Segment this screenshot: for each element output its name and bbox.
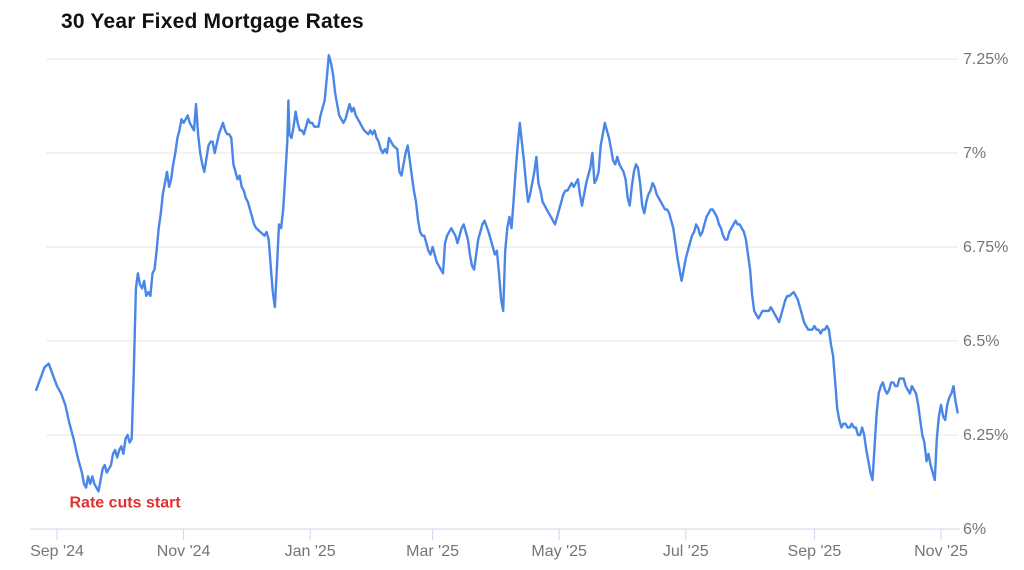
y-axis-tick-label: 6% <box>963 521 986 538</box>
y-axis-labels: 6% 6.25% 6.5% 6.75% 7% 7.25% <box>963 51 1008 538</box>
y-axis-tick-label: 7% <box>963 145 986 162</box>
x-axis-tick-label: Sep '24 <box>30 543 84 560</box>
x-axis-tick-label: Nov '25 <box>914 543 968 560</box>
x-axis <box>30 528 960 540</box>
y-axis-tick-label: 7.25% <box>963 51 1008 68</box>
y-axis-tick-label: 6.5% <box>963 333 999 350</box>
y-gridlines <box>46 58 958 436</box>
x-axis-tick-label: May '25 <box>531 543 587 560</box>
y-axis-tick-label: 6.25% <box>963 427 1008 444</box>
x-axis-tick-label: Jan '25 <box>285 543 336 560</box>
chart-title: 30 Year Fixed Mortgage Rates <box>61 10 364 33</box>
y-axis-tick-label: 6.75% <box>963 239 1008 256</box>
x-axis-tick-label: Jul '25 <box>663 543 709 560</box>
x-axis-tick-label: Sep '25 <box>788 543 842 560</box>
rate-line-series <box>35 54 959 493</box>
x-axis-tick-label: Mar '25 <box>406 543 459 560</box>
x-axis-labels: Sep '24 Nov '24 Jan '25 Mar '25 May '25 Jul '… <box>30 543 968 560</box>
x-axis-tick-label: Nov '24 <box>157 543 211 560</box>
rate-cuts-annotation: Rate cuts start <box>70 495 182 512</box>
